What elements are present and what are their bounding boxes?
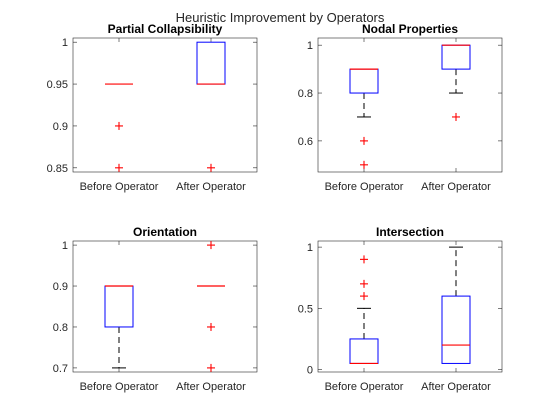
panel-title: Orientation <box>133 225 197 239</box>
x-tick-label: After Operator <box>421 181 491 193</box>
boxplot-panel: Partial Collapsibility 0.85 0.9 0.95 1 Before… <box>47 22 257 193</box>
y-tick-label: 1 <box>62 240 68 252</box>
panel-title: Partial Collapsibility <box>108 22 223 36</box>
y-tick-label: 0.7 <box>53 363 68 375</box>
axes-frame <box>73 241 257 372</box>
y-tick-label: 0.85 <box>47 163 68 175</box>
y-tick-label: 1 <box>62 37 68 49</box>
y-tick-label: 0.9 <box>53 121 68 133</box>
boxplot-panel: Intersection 0 0.5 1 Before Operator After Op… <box>298 225 502 393</box>
x-tick-label: After Operator <box>421 381 491 393</box>
y-tick-label: 0.5 <box>298 303 313 315</box>
boxplot-panel: Nodal Properties 0.6 0.8 1 Before Operator Af… <box>298 22 502 193</box>
x-tick-label: After Operator <box>176 381 246 393</box>
y-tick-label: 1 <box>307 242 313 254</box>
y-tick-label: 0.9 <box>53 281 68 293</box>
subplot-grid: Partial Collapsibility 0.85 0.9 0.95 1 Before… <box>47 22 502 393</box>
axes-frame <box>318 241 502 372</box>
axes-frame <box>73 38 257 172</box>
y-tick-label: 0 <box>307 365 313 377</box>
x-tick-label: Before Operator <box>80 181 159 193</box>
x-tick-label: Before Operator <box>325 381 404 393</box>
axes-frame <box>318 38 502 172</box>
y-tick-label: 0.6 <box>298 136 313 148</box>
boxplot-panel: Orientation 0.7 0.8 0.9 1 Before Operator Afte… <box>53 225 257 393</box>
panel-title: Intersection <box>376 225 444 239</box>
panel-title: Nodal Properties <box>362 22 458 36</box>
x-tick-label: Before Operator <box>80 381 159 393</box>
y-tick-label: 0.8 <box>53 322 68 334</box>
x-tick-label: After Operator <box>176 181 246 193</box>
y-tick-label: 0.95 <box>47 79 68 91</box>
y-tick-label: 1 <box>307 40 313 52</box>
x-tick-label: Before Operator <box>325 181 404 193</box>
y-tick-label: 0.8 <box>298 88 313 100</box>
